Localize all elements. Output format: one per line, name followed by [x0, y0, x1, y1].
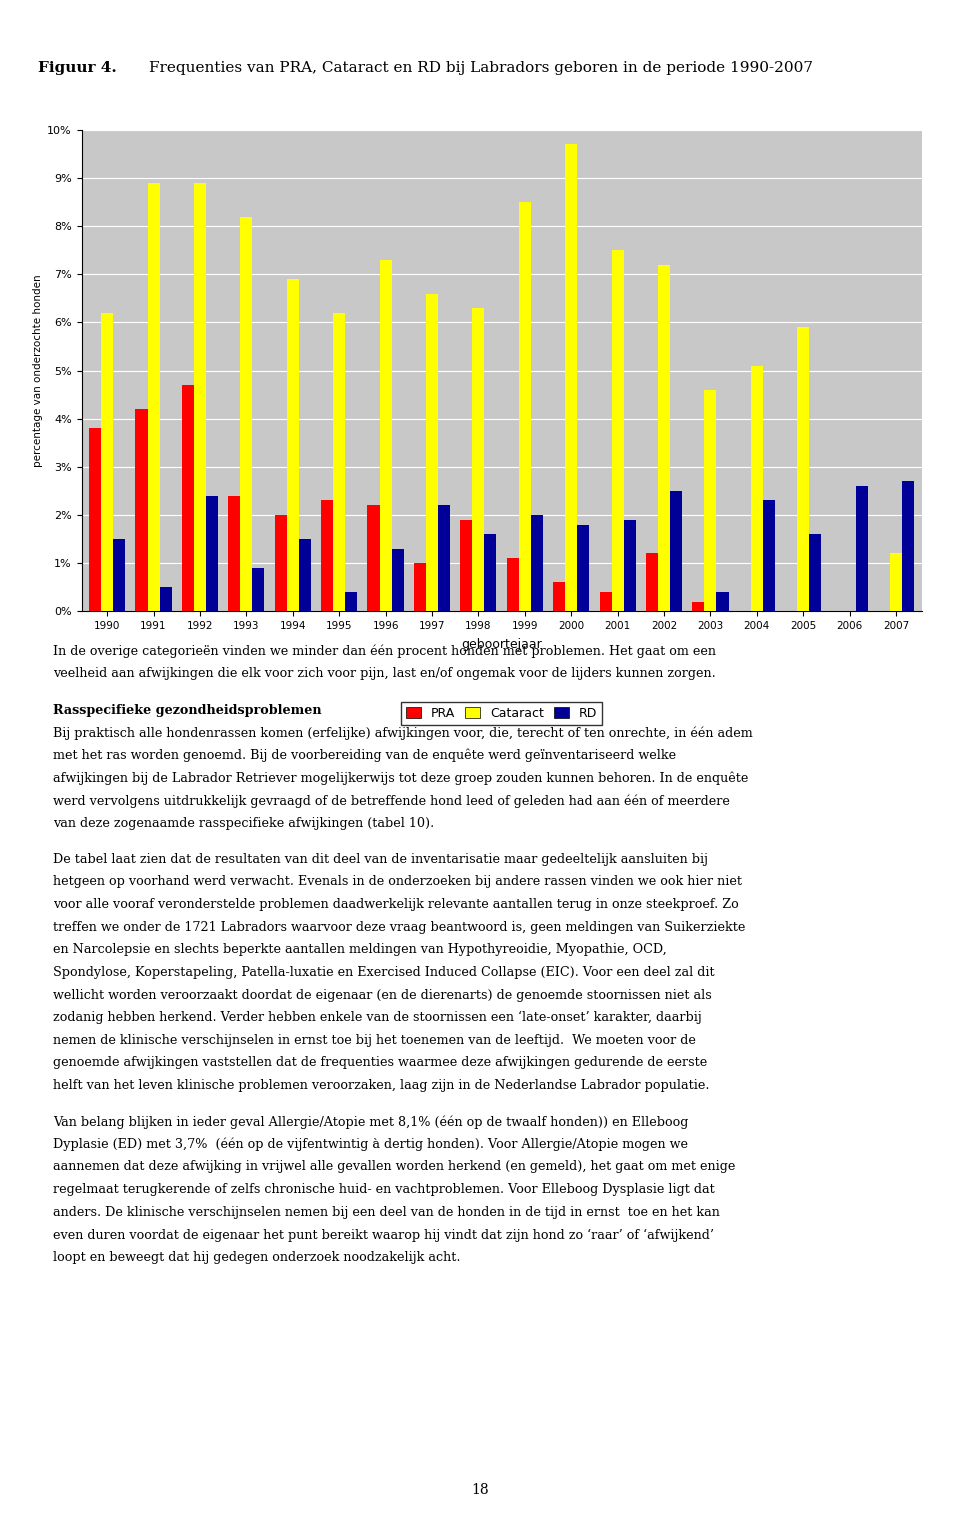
Text: treffen we onder de 1721 Labradors waarvoor deze vraag beantwoord is, geen meldi: treffen we onder de 1721 Labradors waarv… — [53, 921, 745, 934]
Bar — [392, 549, 403, 611]
Text: werd vervolgens uitdrukkelijk gevraagd of de betreffende hond leed of geleden ha: werd vervolgens uitdrukkelijk gevraagd o… — [53, 795, 730, 808]
Bar — [194, 183, 206, 611]
Text: afwijkingen bij de Labrador Retriever mogelijkerwijs tot deze groep zouden kunne: afwijkingen bij de Labrador Retriever mo… — [53, 772, 748, 785]
Bar — [600, 591, 612, 611]
Bar — [135, 410, 148, 611]
Bar — [646, 553, 658, 611]
Bar — [472, 309, 485, 611]
Text: loopt en beweegt dat hij gedegen onderzoek noodzakelijk acht.: loopt en beweegt dat hij gedegen onderzo… — [53, 1251, 460, 1264]
Bar — [485, 535, 496, 611]
X-axis label: geboortejaar: geboortejaar — [461, 637, 542, 651]
Bar — [507, 558, 518, 611]
Text: Bij praktisch alle hondenrassen komen (erfelijke) afwijkingen voor, die, terecht: Bij praktisch alle hondenrassen komen (e… — [53, 726, 753, 740]
Bar — [553, 582, 565, 611]
Bar — [658, 264, 670, 611]
Bar — [565, 144, 577, 611]
Text: van deze zogenaamde rasspecifieke afwijkingen (tabel 10).: van deze zogenaamde rasspecifieke afwijk… — [53, 816, 434, 830]
Text: regelmaat terugkerende of zelfs chronische huid- en vachtproblemen. Voor Elleboo: regelmaat terugkerende of zelfs chronisc… — [53, 1183, 714, 1196]
Bar — [705, 390, 716, 611]
Bar — [624, 520, 636, 611]
Bar — [855, 486, 868, 611]
Text: veelheid aan afwijkingen die elk voor zich voor pijn, last en/of ongemak voor de: veelheid aan afwijkingen die elk voor zi… — [53, 668, 715, 680]
Text: Frequenties van PRA, Cataract en RD bij Labradors geboren in de periode 1990-200: Frequenties van PRA, Cataract en RD bij … — [149, 61, 813, 75]
Text: Dyplasie (ED) met 3,7%  (één op de vijfentwintig à dertig honden). Voor Allergie: Dyplasie (ED) met 3,7% (één op de vijfen… — [53, 1138, 687, 1151]
Text: 18: 18 — [471, 1484, 489, 1497]
Bar — [89, 428, 101, 611]
Bar — [518, 202, 531, 611]
Bar — [368, 506, 379, 611]
Bar — [148, 183, 159, 611]
Bar — [299, 539, 311, 611]
Bar — [287, 280, 299, 611]
Bar — [612, 251, 624, 611]
Bar — [321, 501, 333, 611]
Bar — [159, 587, 172, 611]
Text: Van belang blijken in ieder geval Allergie/Atopie met 8,1% (één op de twaalf hon: Van belang blijken in ieder geval Allerg… — [53, 1115, 688, 1129]
Bar — [797, 327, 809, 611]
Bar — [902, 481, 914, 611]
Text: en Narcolepsie en slechts beperkte aantallen meldingen van Hypothyreoidie, Myopa: en Narcolepsie en slechts beperkte aanta… — [53, 943, 666, 957]
Bar — [228, 495, 240, 611]
Bar — [113, 539, 125, 611]
Bar — [751, 365, 763, 611]
Text: helft van het leven klinische problemen veroorzaken, laag zijn in de Nederlandse: helft van het leven klinische problemen … — [53, 1079, 709, 1093]
Bar — [252, 568, 264, 611]
Text: Spondylose, Koperstapeling, Patella-luxatie en Exercised Induced Collapse (EIC).: Spondylose, Koperstapeling, Patella-luxa… — [53, 966, 714, 979]
Text: even duren voordat de eigenaar het punt bereikt waarop hij vindt dat zijn hond z: even duren voordat de eigenaar het punt … — [53, 1229, 714, 1242]
Text: Figuur 4.: Figuur 4. — [38, 61, 117, 75]
Bar — [890, 553, 902, 611]
Bar — [206, 495, 218, 611]
Bar — [692, 602, 705, 611]
Bar — [379, 260, 392, 611]
Bar — [577, 524, 589, 611]
Text: wellicht worden veroorzaakt doordat de eigenaar (en de dierenarts) de genoemde s: wellicht worden veroorzaakt doordat de e… — [53, 989, 711, 1001]
Text: De tabel laat zien dat de resultaten van dit deel van de inventarisatie maar ged: De tabel laat zien dat de resultaten van… — [53, 853, 708, 866]
Bar — [531, 515, 543, 611]
Bar — [716, 591, 729, 611]
Bar — [181, 385, 194, 611]
Text: nemen de klinische verschijnselen in ernst toe bij het toenemen van de leeftijd.: nemen de klinische verschijnselen in ern… — [53, 1034, 696, 1047]
Text: voor alle vooraf veronderstelde problemen daadwerkelijk relevante aantallen teru: voor alle vooraf veronderstelde probleme… — [53, 898, 738, 911]
Bar — [101, 313, 113, 611]
Text: anders. De klinische verschijnselen nemen bij een deel van de honden in de tijd : anders. De klinische verschijnselen neme… — [53, 1206, 720, 1219]
Bar — [460, 520, 472, 611]
Bar — [346, 591, 357, 611]
Bar — [414, 562, 426, 611]
Bar — [333, 313, 346, 611]
Text: met het ras worden genoemd. Bij de voorbereiding van de enquête werd geïnventari: met het ras worden genoemd. Bij de voorb… — [53, 749, 676, 762]
Bar — [426, 293, 438, 611]
Bar — [809, 535, 822, 611]
Bar — [763, 501, 775, 611]
Text: In de overige categorieën vinden we minder dan één procent honden met problemen.: In de overige categorieën vinden we mind… — [53, 645, 716, 659]
Legend: PRA, Cataract, RD: PRA, Cataract, RD — [401, 701, 602, 724]
Bar — [240, 217, 252, 611]
Text: aannemen dat deze afwijking in vrijwel alle gevallen worden herkend (en gemeld),: aannemen dat deze afwijking in vrijwel a… — [53, 1160, 735, 1174]
Text: hetgeen op voorhand werd verwacht. Evenals in de onderzoeken bij andere rassen v: hetgeen op voorhand werd verwacht. Evena… — [53, 876, 742, 888]
Bar — [438, 506, 450, 611]
Bar — [275, 515, 287, 611]
Text: zodanig hebben herkend. Verder hebben enkele van de stoornissen een ‘late-onset’: zodanig hebben herkend. Verder hebben en… — [53, 1012, 702, 1024]
Text: genoemde afwijkingen vaststellen dat de frequenties waarmee deze afwijkingen ged: genoemde afwijkingen vaststellen dat de … — [53, 1056, 708, 1070]
Text: Rasspecifieke gezondheidsproblemen: Rasspecifieke gezondheidsproblemen — [53, 703, 322, 717]
Y-axis label: percentage van onderzochte honden: percentage van onderzochte honden — [33, 274, 43, 468]
Bar — [670, 490, 683, 611]
